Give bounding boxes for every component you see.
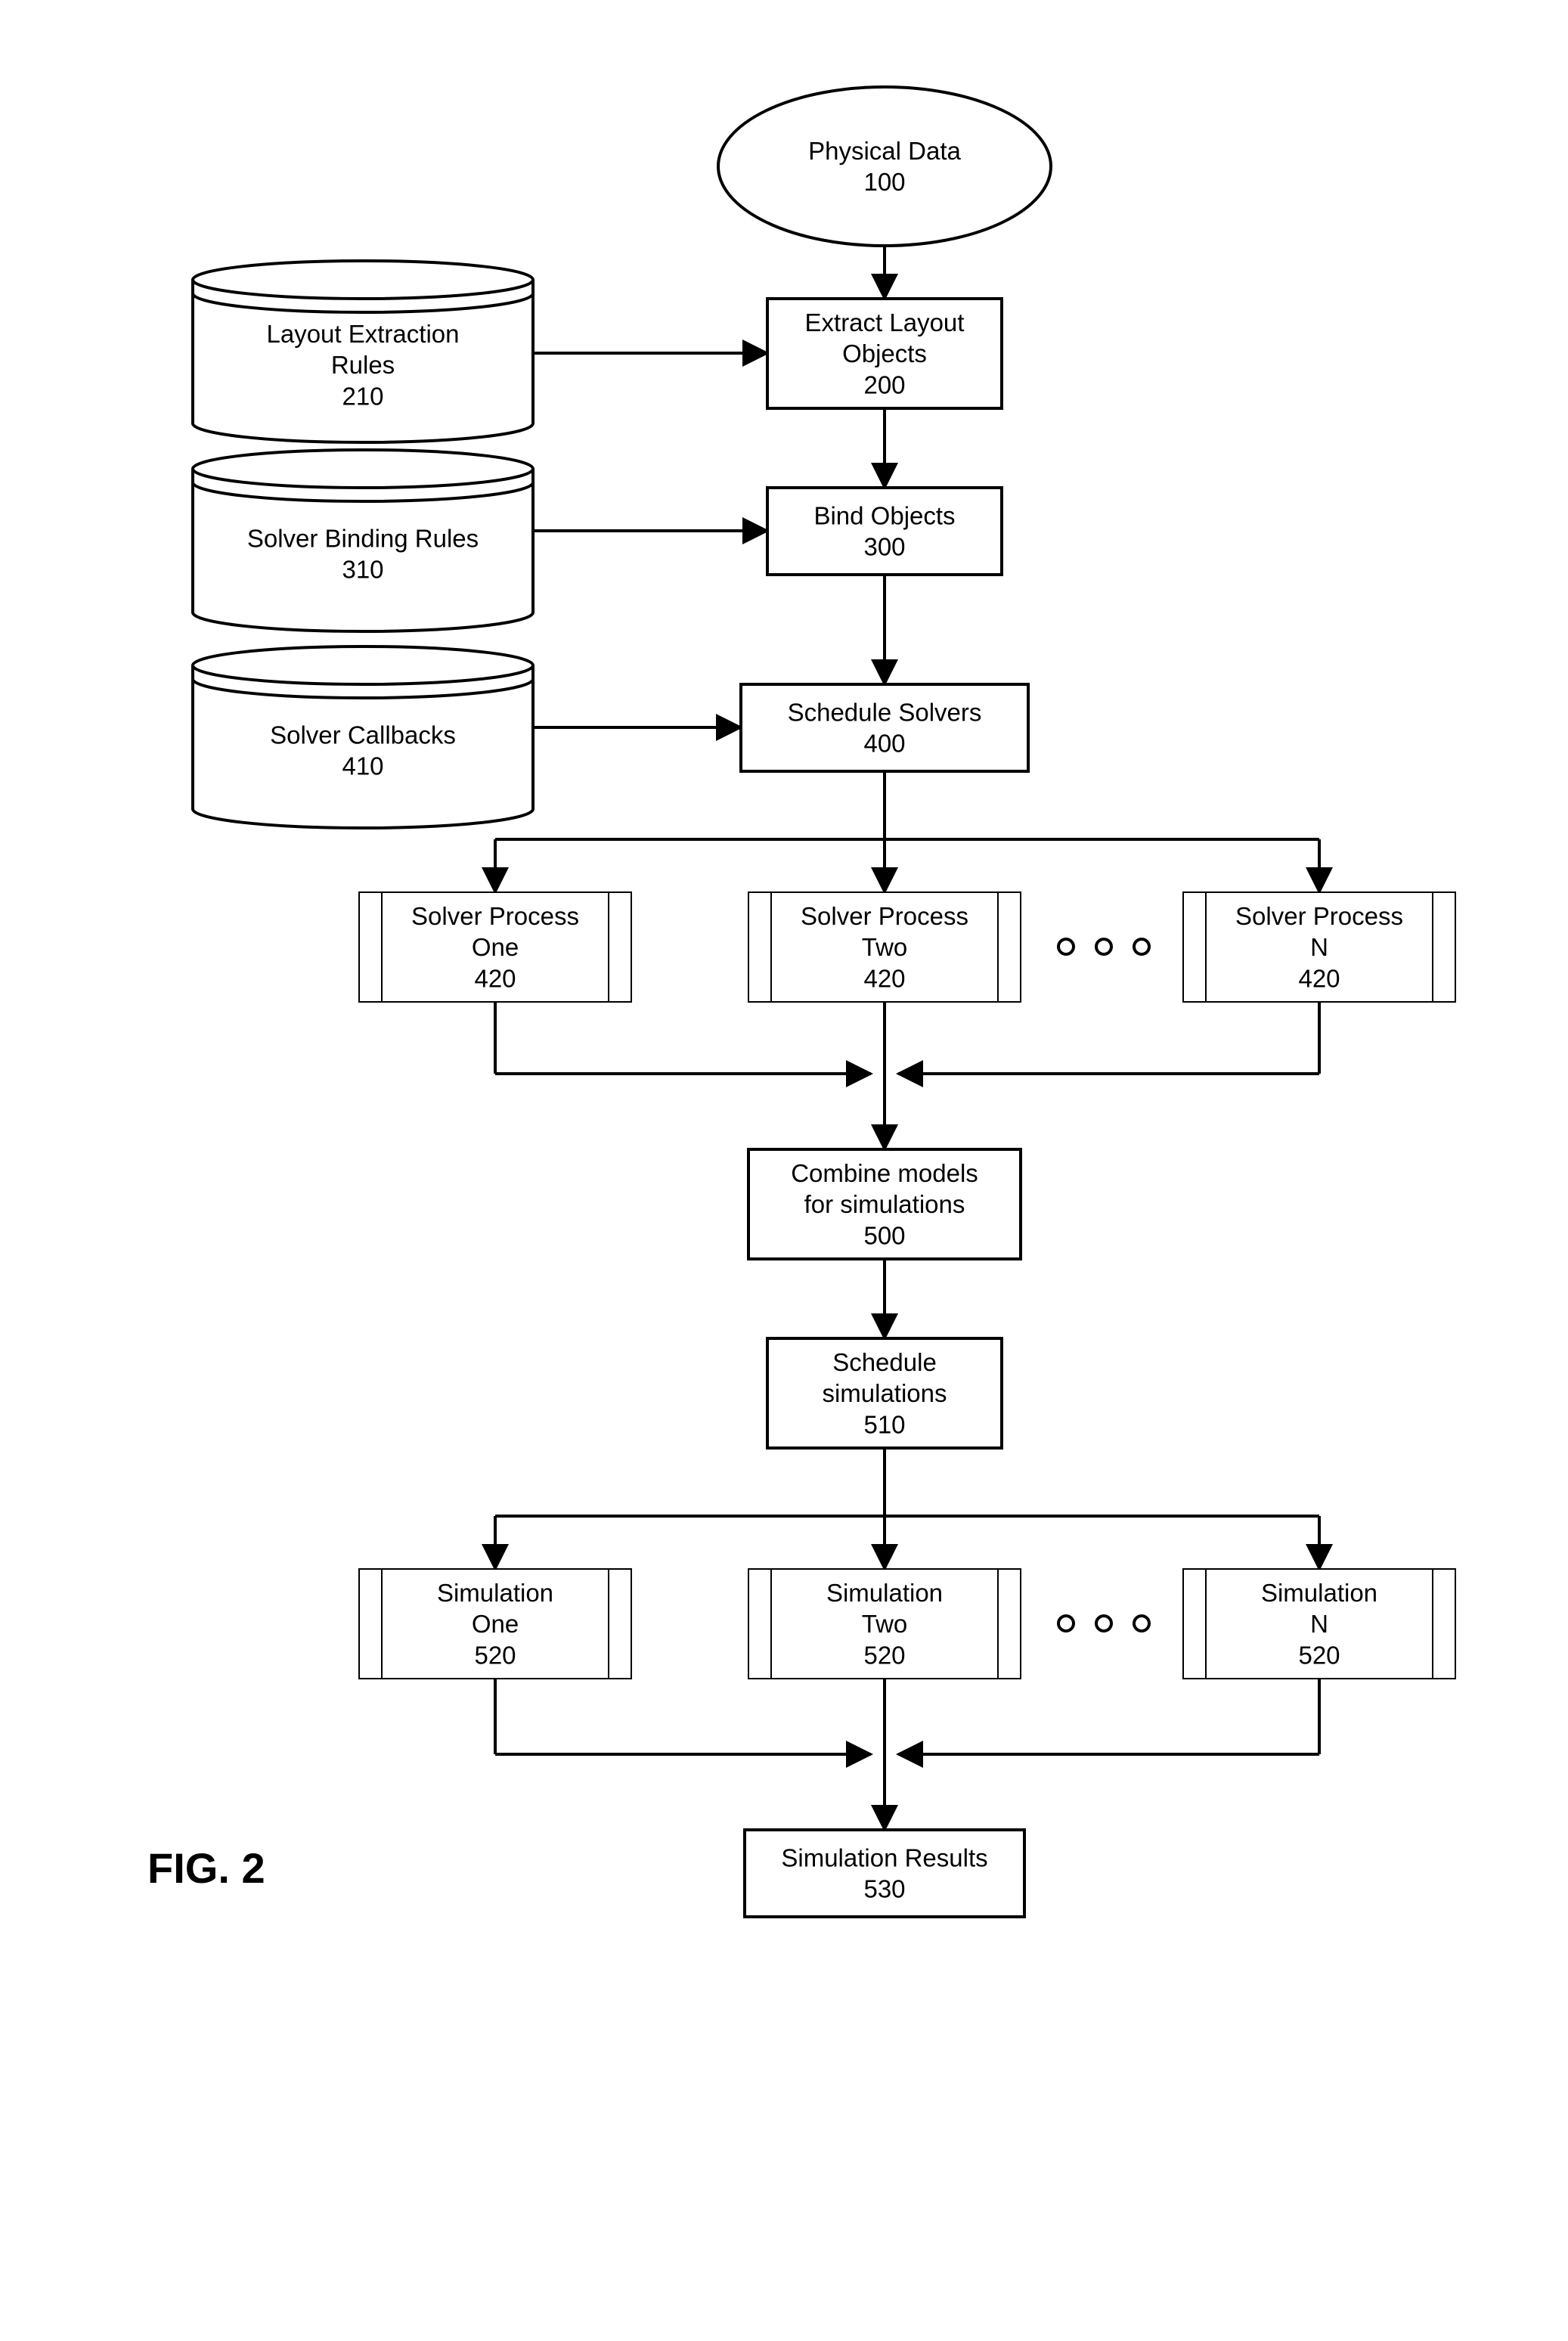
n520a-line-0: Simulation [437,1579,553,1607]
n410: Solver Callbacks 410 [193,646,533,828]
n200-line-2: 200 [863,371,905,398]
n200: Extract Layout Objects 200 [767,299,1002,408]
n400-line-1: 400 [863,730,905,758]
n520c: Simulation N 520 [1183,1569,1455,1679]
n100-line-1: 100 [863,168,905,196]
n420c-line-2: 420 [1298,964,1340,992]
n410-line-0: Solver Callbacks [270,721,456,749]
n420b-line-1: Two [862,933,908,961]
n100: Physical Data 100 [718,87,1051,246]
n510-line-2: 510 [863,1410,905,1438]
n520c-line-0: Simulation [1261,1579,1377,1607]
n500-line-1: for simulations [804,1190,965,1218]
n520a-line-2: 520 [474,1641,516,1669]
n420c-line-1: N [1310,933,1328,961]
n420a-line-2: 420 [474,964,516,992]
ndots1 [1058,939,1149,954]
n200-line-1: Objects [842,340,927,367]
n510-line-0: Schedule [832,1348,937,1376]
n530-line-0: Simulation Results [781,1843,987,1871]
n520a-line-1: One [472,1610,519,1638]
n420a-line-1: One [472,933,519,961]
n530: Simulation Results 530 [745,1830,1024,1917]
n420b-line-2: 420 [863,964,905,992]
n300: Bind Objects 300 [767,488,1002,575]
n400-line-0: Schedule Solvers [788,698,982,726]
n520a: Simulation One 520 [359,1569,631,1679]
n520b-line-1: Two [862,1610,908,1638]
n520c-line-2: 520 [1298,1641,1340,1669]
flowchart-diagram: Physical Data 100 Extract Layout Objects 200… [0,0,1568,2341]
n310-line-0: Solver Binding Rules [247,524,479,552]
n530-line-1: 530 [863,1875,905,1903]
n520b-line-0: Simulation [826,1579,943,1607]
n510-line-1: simulations [822,1379,947,1407]
n520c-line-1: N [1310,1610,1328,1638]
n410-line-1: 410 [342,752,383,780]
n420a: Solver Process One 420 [359,892,631,1002]
figure-label: FIG. 2 [147,1844,265,1892]
n420c-line-0: Solver Process [1235,902,1403,930]
n520b-line-2: 520 [863,1641,905,1669]
n300-line-0: Bind Objects [813,501,955,529]
n300-line-1: 300 [863,533,905,561]
n210-line-2: 210 [342,382,383,410]
n510: Schedule simulations 510 [767,1338,1002,1448]
n200-line-0: Extract Layout [805,309,965,336]
n400: Schedule Solvers 400 [741,684,1028,771]
ndots2 [1058,1616,1149,1631]
n420a-line-0: Solver Process [411,902,579,930]
n500-line-0: Combine models [791,1159,978,1187]
n420b-line-0: Solver Process [801,902,968,930]
n210: Layout Extraction Rules 210 [193,261,533,442]
n420b: Solver Process Two 420 [748,892,1021,1002]
n420c: Solver Process N 420 [1183,892,1455,1002]
n520b: Simulation Two 520 [748,1569,1021,1679]
n210-line-0: Layout Extraction [267,320,460,348]
n310: Solver Binding Rules 310 [193,450,533,631]
n210-line-1: Rules [331,351,395,379]
n500: Combine models for simulations 500 [748,1149,1021,1259]
n500-line-2: 500 [863,1221,905,1249]
n310-line-1: 310 [342,556,383,584]
n100-line-0: Physical Data [808,137,961,165]
